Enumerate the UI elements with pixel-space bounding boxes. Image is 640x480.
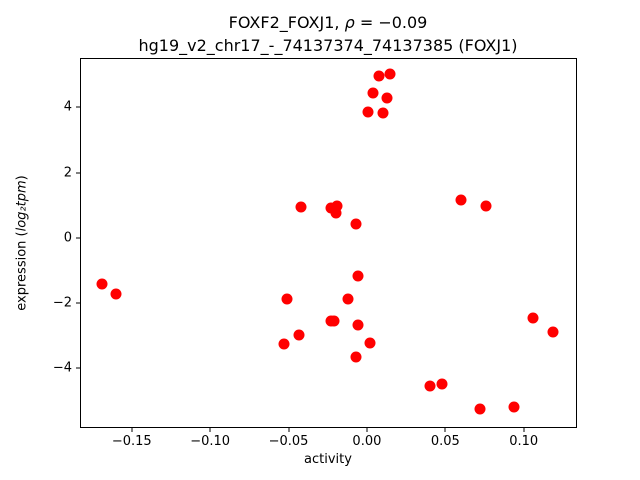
data-point [352, 319, 363, 331]
x-tick-mark [444, 428, 446, 432]
data-point [381, 92, 393, 104]
y-tick-label: −2 [52, 295, 72, 311]
rho-symbol: ρ [344, 13, 355, 32]
data-point [508, 401, 520, 413]
data-point [342, 293, 354, 305]
data-point [480, 200, 492, 212]
data-point [424, 380, 436, 392]
chart-title-line1: FOXF2_FOXJ1, ρ = −0.09 [138, 11, 517, 34]
chart-title: FOXF2_FOXJ1, ρ = −0.09 hg19_v2_chr17_-_7… [138, 11, 517, 57]
ylabel-math: log₂tpm [14, 180, 30, 232]
chart-subtitle: hg19_v2_chr17_-_74137374_74137385 (FOXJ1… [138, 36, 518, 55]
y-tick-label: −4 [52, 360, 72, 376]
y-tick-label: 4 [63, 99, 72, 115]
y-tick-mark [76, 172, 80, 174]
plot-area [80, 58, 577, 428]
data-point [293, 329, 305, 341]
y-tick-label: 0 [63, 230, 72, 246]
x-tick-label: 0.05 [430, 434, 460, 449]
data-point [362, 106, 374, 118]
x-tick-mark [366, 428, 368, 432]
data-point [110, 288, 122, 300]
x-axis-label: activity [304, 452, 352, 467]
data-point [281, 293, 293, 305]
data-point [278, 338, 290, 350]
data-point [384, 68, 396, 80]
ylabel-suffix: ) [14, 175, 30, 181]
data-point [367, 87, 379, 99]
y-axis-label: expression (log₂tpm) [15, 175, 30, 310]
data-point [350, 351, 362, 363]
data-point [352, 270, 363, 282]
x-tick-label: −0.15 [111, 434, 152, 449]
y-tick-label: 2 [63, 165, 72, 181]
y-tick-mark [76, 367, 80, 369]
data-point [377, 107, 389, 119]
data-point [474, 403, 486, 415]
data-point [455, 194, 467, 206]
x-tick-mark [209, 428, 211, 432]
x-tick-mark [288, 428, 290, 432]
title-text-prefix: FOXF2_FOXJ1, [228, 13, 345, 32]
x-tick-mark [523, 428, 525, 432]
y-tick-mark [76, 106, 80, 108]
x-tick-label: 0.10 [509, 434, 539, 449]
data-point [527, 312, 539, 324]
data-point [325, 202, 337, 214]
x-tick-label: 0.00 [352, 434, 382, 449]
x-tick-label: −0.10 [190, 434, 231, 449]
data-point [328, 315, 340, 327]
data-point [373, 70, 385, 82]
data-point [436, 378, 448, 390]
x-tick-label: −0.05 [268, 434, 309, 449]
data-point [331, 200, 343, 212]
data-point [547, 326, 559, 338]
y-tick-mark [76, 237, 80, 239]
title-text-suffix: = −0.09 [354, 13, 428, 32]
ylabel-prefix: expression ( [14, 231, 30, 311]
data-point [96, 278, 108, 290]
x-tick-mark [131, 428, 133, 432]
data-point [330, 207, 342, 219]
data-point [364, 337, 376, 349]
data-point [295, 201, 307, 213]
data-point [350, 218, 362, 230]
y-tick-mark [76, 302, 80, 304]
